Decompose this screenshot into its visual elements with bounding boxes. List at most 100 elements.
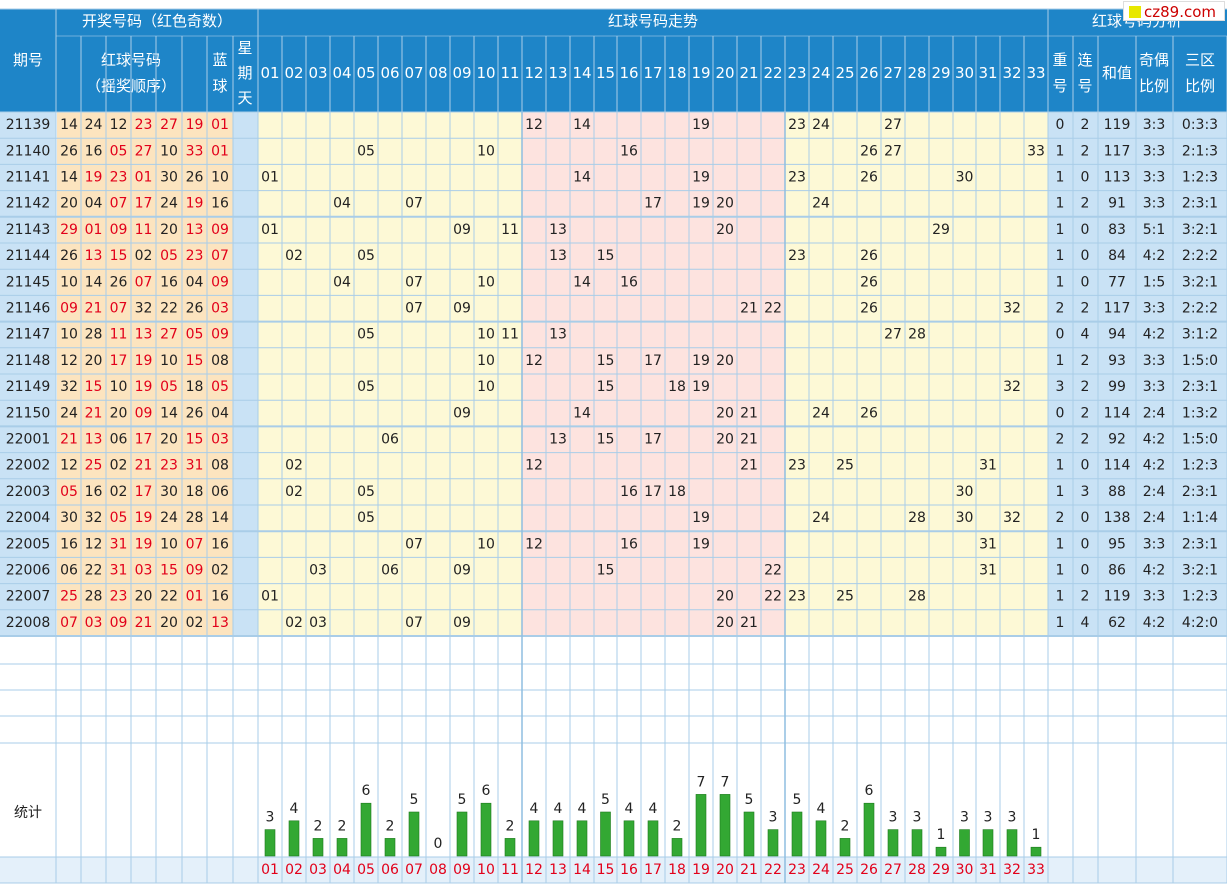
odd-even-cell: 3:3 xyxy=(1143,196,1166,212)
repeat-cell: 2 xyxy=(1056,432,1065,448)
trend-hit-cell: 21 xyxy=(740,458,758,474)
odd-even-cell: 3:3 xyxy=(1143,301,1166,317)
odd-even-cell: 4:2 xyxy=(1143,458,1166,474)
count-bar xyxy=(1006,829,1018,857)
count-bar xyxy=(408,811,420,857)
trend-hit-cell: 15 xyxy=(597,379,615,395)
trend-hit-cell: 17 xyxy=(644,196,662,212)
trend-hit-cell: 12 xyxy=(525,353,543,369)
trend-hit-cell: 19 xyxy=(692,510,710,526)
trend-column-header: 11 xyxy=(500,64,519,82)
trend-hit-cell: 26 xyxy=(860,170,878,186)
blue-ball-cell: 06 xyxy=(211,484,229,500)
red-ball-cell: 17 xyxy=(135,484,153,500)
red-ball-cell: 10 xyxy=(110,379,128,395)
sunday-header: 天 xyxy=(237,89,252,107)
trend-hit-cell: 02 xyxy=(285,458,303,474)
red-ball-cell: 15 xyxy=(186,353,204,369)
red-ball-cell: 07 xyxy=(135,274,153,290)
header-band xyxy=(0,9,1227,112)
footer-number-label: 25 xyxy=(836,862,854,878)
trend-hit-cell: 07 xyxy=(405,615,423,631)
red-ball-cell: 14 xyxy=(60,170,78,186)
red-ball-cell: 26 xyxy=(186,170,204,186)
trend-hit-cell: 10 xyxy=(477,536,495,552)
period-cell: 21141 xyxy=(6,170,51,186)
trend-hit-cell: 21 xyxy=(740,405,758,421)
trend-column-header: 01 xyxy=(260,64,279,82)
zone-ratio-cell: 2:2:2 xyxy=(1182,248,1218,264)
watermark-text: cz89.com xyxy=(1144,3,1217,21)
red-ball-cell: 12 xyxy=(60,458,78,474)
trend-hit-cell: 21 xyxy=(740,432,758,448)
blue-ball-cell: 10 xyxy=(211,170,229,186)
sum-cell: 138 xyxy=(1104,510,1131,526)
zone-ratio-cell: 1:2:3 xyxy=(1182,458,1218,474)
consecutive-cell: 0 xyxy=(1081,222,1090,238)
count-label: 6 xyxy=(865,783,874,799)
footer-number-label: 19 xyxy=(692,862,710,878)
period-cell: 21139 xyxy=(6,117,51,133)
trend-hit-cell: 20 xyxy=(716,615,734,631)
trend-hit-cell: 01 xyxy=(261,170,279,186)
red-ball-cell: 02 xyxy=(110,458,128,474)
count-label: 5 xyxy=(601,792,610,808)
trend-hit-cell: 16 xyxy=(620,484,638,500)
blue-ball-cell: 04 xyxy=(211,405,229,421)
period-header: 期号 xyxy=(13,51,43,69)
red-ball-cell: 14 xyxy=(60,117,78,133)
trend-hit-cell: 09 xyxy=(453,222,471,238)
odd-even-cell: 1:5 xyxy=(1143,274,1166,290)
trend-hit-cell: 26 xyxy=(860,405,878,421)
count-label: 5 xyxy=(458,792,467,808)
sum-cell: 92 xyxy=(1108,432,1126,448)
count-label: 2 xyxy=(314,818,323,834)
red-ball-cell: 32 xyxy=(60,379,78,395)
count-bar xyxy=(1030,846,1042,857)
red-ball-cell: 17 xyxy=(135,196,153,212)
trend-hit-cell: 24 xyxy=(812,196,830,212)
trend-hit-cell: 11 xyxy=(501,327,519,343)
trend-hit-cell: 17 xyxy=(644,484,662,500)
red-ball-cell: 17 xyxy=(135,432,153,448)
footer-number-label: 15 xyxy=(597,862,615,878)
trend-hit-cell: 17 xyxy=(644,432,662,448)
red-ball-cell: 20 xyxy=(60,196,78,212)
red-ball-cell: 07 xyxy=(110,196,128,212)
red-ball-cell: 14 xyxy=(160,405,178,421)
count-bar xyxy=(384,838,396,857)
trend-hit-cell: 26 xyxy=(860,274,878,290)
trend-hit-cell: 24 xyxy=(812,117,830,133)
red-ball-cell: 30 xyxy=(160,484,178,500)
trend-column-header: 10 xyxy=(476,64,495,82)
repeat-cell: 0 xyxy=(1056,327,1065,343)
trend-hit-cell: 24 xyxy=(812,405,830,421)
repeat-header: 重 xyxy=(1052,51,1067,69)
footer-number-label: 12 xyxy=(525,862,543,878)
trend-column-header: 23 xyxy=(787,64,806,82)
count-label: 1 xyxy=(1032,827,1041,843)
trend-hit-cell: 20 xyxy=(716,222,734,238)
red-ball-cell: 24 xyxy=(60,405,78,421)
red-ball-cell: 30 xyxy=(160,170,178,186)
trend-hit-cell: 15 xyxy=(597,248,615,264)
trend-column-header: 15 xyxy=(596,64,615,82)
sum-cell: 95 xyxy=(1108,536,1126,552)
trend-hit-cell: 19 xyxy=(692,353,710,369)
trend-hit-cell: 20 xyxy=(716,589,734,605)
count-bar xyxy=(839,838,851,857)
red-ball-cell: 19 xyxy=(85,170,103,186)
trend-hit-cell: 20 xyxy=(716,432,734,448)
odd-even-header: 比例 xyxy=(1139,77,1169,95)
trend-hit-cell: 27 xyxy=(884,117,902,133)
trend-column-header: 13 xyxy=(548,64,567,82)
watermark-logo-icon xyxy=(1129,6,1141,18)
count-label: 4 xyxy=(649,801,658,817)
consecutive-cell: 0 xyxy=(1081,563,1090,579)
footer-number-label: 18 xyxy=(668,862,686,878)
odd-even-cell: 3:3 xyxy=(1143,170,1166,186)
trend-hit-cell: 28 xyxy=(908,510,926,526)
trend-hit-cell: 15 xyxy=(597,353,615,369)
red-ball-cell: 31 xyxy=(110,563,128,579)
